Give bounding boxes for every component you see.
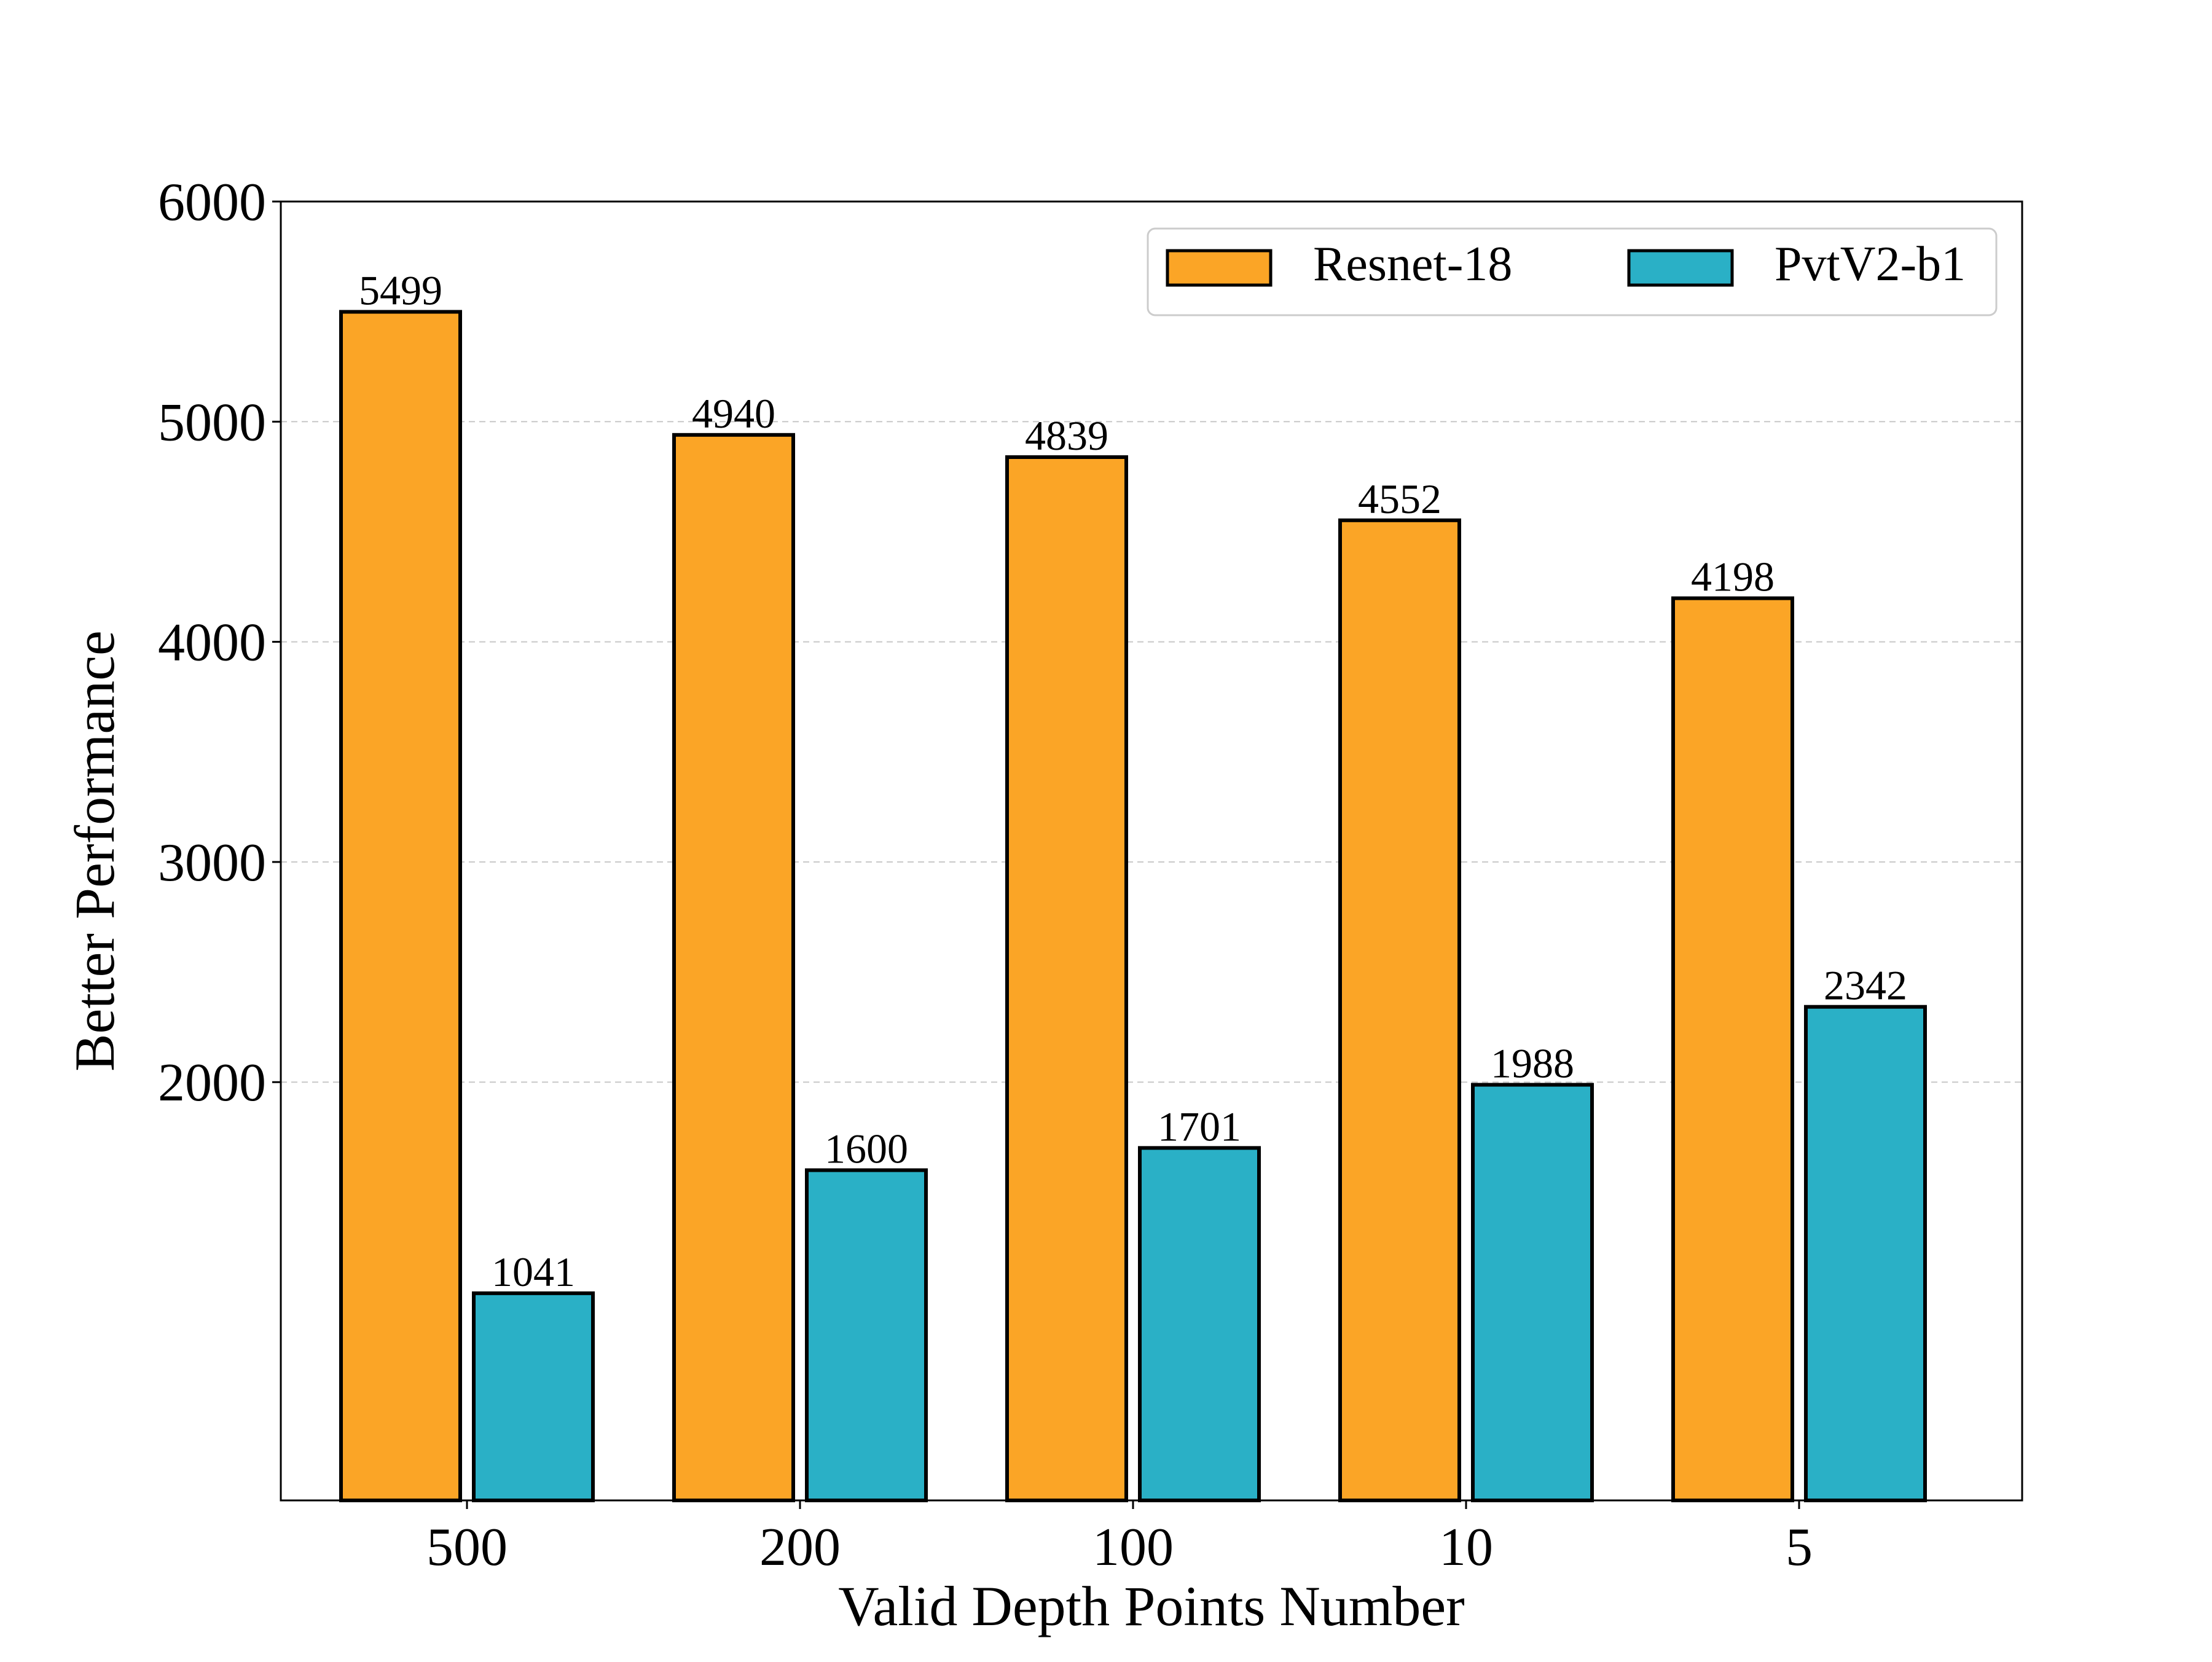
- data-labels: 5499 1041 4940 1600 4839 1701 4552 1988 4198 2342: [359, 267, 1907, 1295]
- data-label-resnet-18-500: 5499: [359, 267, 442, 314]
- data-label-resnet-18-10: 4552: [1358, 476, 1441, 522]
- y-tick-label-2000: 2000: [158, 1053, 266, 1113]
- y-axis-ticks: 2000 3000 4000 5000 6000: [158, 173, 281, 1113]
- x-axis-label: Valid Depth Points Number: [838, 1575, 1465, 1637]
- legend: Resnet-18 PvtV2-b1: [1147, 227, 1998, 316]
- y-tick-label-5000: 5000: [158, 393, 266, 452]
- x-tick-label-200: 200: [759, 1518, 841, 1577]
- legend-swatch-pvtv2-b1: [1627, 249, 1734, 287]
- legend-label-resnet-18: Resnet-18: [1313, 237, 1512, 291]
- plot-frame: [280, 200, 2023, 1502]
- data-label-resnet-18-5: 4198: [1691, 554, 1775, 600]
- bar-resnet-18-5: [1671, 596, 1794, 1502]
- bar-resnet-18-200: [672, 433, 795, 1503]
- data-label-pvtv2-b1-200: 1600: [825, 1126, 908, 1172]
- x-tick-label-5: 5: [1786, 1518, 1813, 1577]
- x-tick-label-10: 10: [1439, 1518, 1493, 1577]
- bar-resnet-18-10: [1338, 518, 1461, 1502]
- y-tick-label-6000: 6000: [158, 173, 266, 232]
- x-tick-label-100: 100: [1092, 1518, 1174, 1577]
- x-tick-label-500: 500: [426, 1518, 508, 1577]
- data-label-pvtv2-b1-500: 1041: [492, 1248, 575, 1295]
- bars: [339, 310, 1927, 1503]
- bar-pvtv2-b1-500: [472, 1291, 595, 1503]
- bar-pvtv2-b1-5: [1804, 1005, 1927, 1503]
- y-tick-label-4000: 4000: [158, 613, 266, 673]
- bar-pvtv2-b1-10: [1471, 1083, 1594, 1502]
- data-label-pvtv2-b1-5: 2342: [1824, 962, 1907, 1009]
- data-label-pvtv2-b1-100: 1701: [1158, 1103, 1241, 1150]
- bar-resnet-18-100: [1005, 455, 1128, 1502]
- legend-box: [1147, 227, 1998, 316]
- grid-lines: [281, 421, 2022, 1083]
- bar-resnet-18-500: [339, 310, 462, 1502]
- y-tick-label-3000: 3000: [158, 833, 266, 893]
- legend-swatch-resnet-18: [1166, 249, 1273, 287]
- data-label-resnet-18-100: 4839: [1025, 412, 1108, 459]
- bar-pvtv2-b1-100: [1138, 1146, 1261, 1502]
- bar-pvtv2-b1-200: [805, 1168, 928, 1502]
- legend-label-pvtv2-b1: PvtV2-b1: [1775, 237, 1966, 291]
- y-axis-label: Better Performance: [63, 630, 126, 1072]
- data-label-resnet-18-200: 4940: [692, 390, 775, 437]
- x-axis-ticks: 500 200 100 10 5: [426, 1500, 1813, 1577]
- data-label-pvtv2-b1-10: 1988: [1491, 1040, 1574, 1087]
